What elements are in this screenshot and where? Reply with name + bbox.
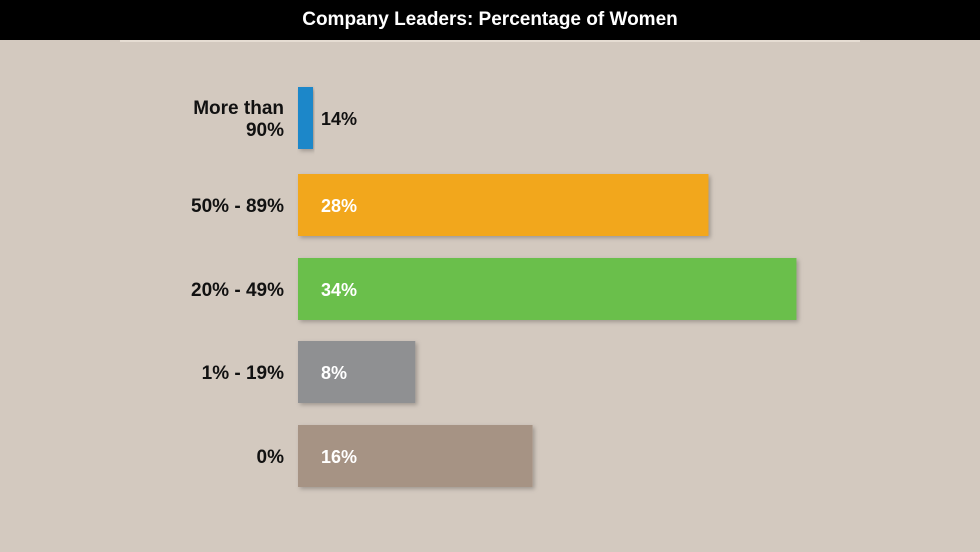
bar-2 (298, 258, 797, 320)
chart-title: Company Leaders: Percentage of Women (302, 9, 678, 30)
category-label-1: 50% - 89% (191, 196, 284, 217)
value-label-1: 28% (321, 196, 357, 216)
bar-3 (298, 341, 416, 403)
chart-title-bar: Company Leaders: Percentage of Women (0, 0, 980, 40)
value-label-3: 8% (321, 363, 347, 383)
category-label-3: 1% - 19% (202, 363, 284, 384)
value-label-0: 14% (321, 109, 357, 129)
title-divider (120, 40, 860, 42)
bar-1 (298, 174, 709, 236)
bar-0 (298, 87, 313, 149)
category-label-0: More than 90% (193, 98, 284, 141)
category-label-2: 20% - 49% (191, 280, 284, 301)
value-label-2: 34% (321, 280, 357, 300)
category-label-4: 0% (257, 447, 285, 468)
bar-4 (298, 425, 533, 487)
value-label-4: 16% (321, 447, 357, 467)
